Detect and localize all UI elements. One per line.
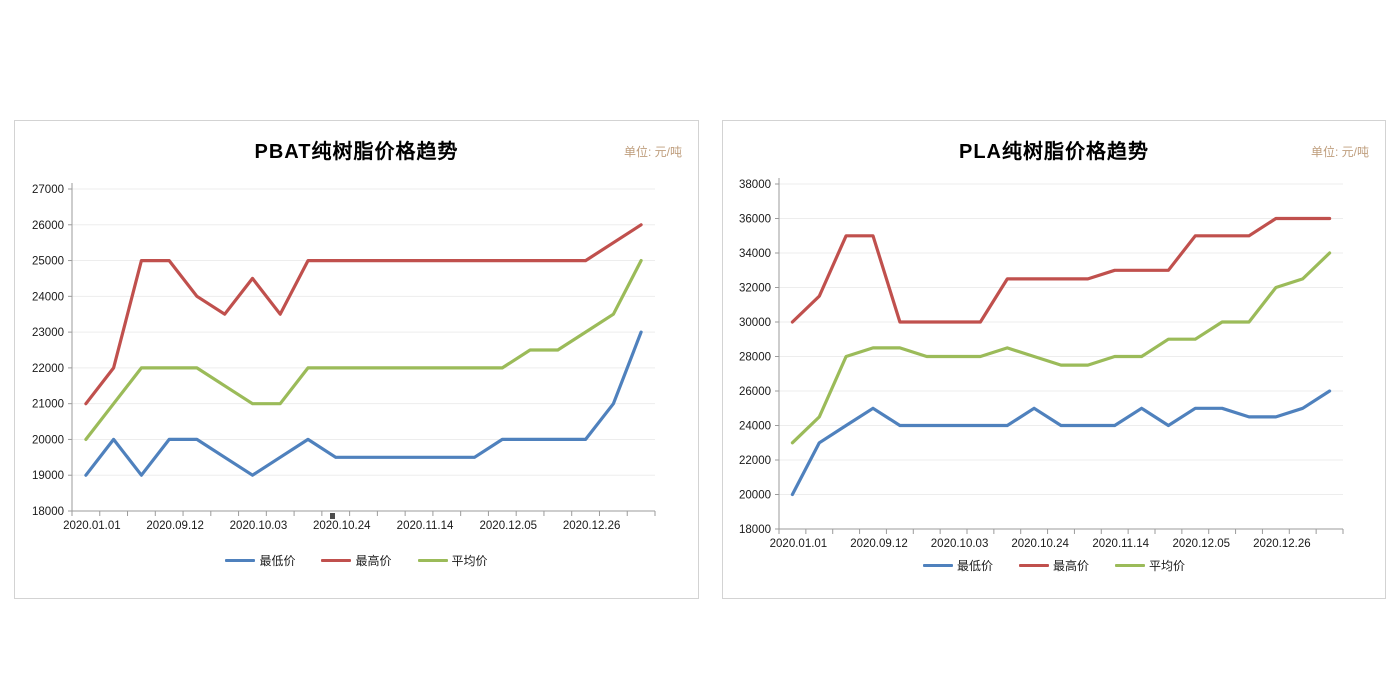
legend-label: 最高价 [1052, 559, 1089, 573]
svg-text:22000: 22000 [739, 455, 771, 467]
svg-text:38000: 38000 [739, 179, 771, 191]
legend-label: 平均价 [451, 554, 488, 568]
legend-item-highest: 最高价 [1018, 557, 1089, 574]
legend-item-average: 平均价 [417, 552, 488, 569]
svg-text:2020.11.14: 2020.11.14 [1092, 538, 1149, 550]
chart-title: PBAT纯树脂价格趋势 [254, 141, 459, 163]
chart-panel-pla: PLA纯树脂价格趋势 单位: 元/吨 18000 20000 22000 24000 2… [722, 120, 1386, 599]
svg-text:2020.10.24: 2020.10.24 [1011, 538, 1069, 550]
svg-text:20000: 20000 [32, 434, 64, 446]
svg-text:26000: 26000 [32, 220, 64, 232]
svg-text:30000: 30000 [739, 317, 771, 329]
chart-legend: 最低价 最高价 平均价 [15, 552, 698, 569]
legend-item-average: 平均价 [1115, 557, 1185, 574]
line-swatch-icon [1018, 564, 1049, 567]
svg-text:18000: 18000 [32, 506, 64, 518]
svg-text:32000: 32000 [739, 283, 771, 295]
unit-label: 单位: 元/吨 [1310, 145, 1369, 159]
svg-text:2020.11.14: 2020.11.14 [397, 520, 454, 532]
svg-text:21000: 21000 [32, 399, 64, 411]
line-swatch-icon [922, 564, 953, 567]
svg-text:28000: 28000 [739, 352, 771, 364]
svg-text:19000: 19000 [32, 470, 64, 482]
legend-label: 最低价 [956, 559, 993, 573]
legend-label: 平均价 [1149, 559, 1186, 573]
svg-text:2020.12.05: 2020.12.05 [480, 520, 538, 532]
chart-title: PLA纯树脂价格趋势 [959, 141, 1149, 163]
svg-text:2020.10.03: 2020.10.03 [230, 520, 288, 532]
svg-text:23000: 23000 [32, 327, 64, 339]
pbat-price-line-chart: 18000 19000 20000 21000 22000 23000 24000 25000… [32, 183, 656, 532]
svg-text:2020.09.12: 2020.09.12 [146, 520, 204, 532]
legend-label: 最低价 [259, 554, 296, 568]
svg-text:27000: 27000 [32, 184, 64, 196]
chart-legend: 最低价 最高价 平均价 [723, 557, 1385, 574]
line-swatch-icon [225, 559, 256, 562]
legend-item-lowest: 最低价 [225, 552, 295, 569]
line-swatch-icon [1115, 564, 1145, 567]
svg-text:34000: 34000 [739, 248, 771, 260]
chart-panel-pbat: PBAT纯树脂价格趋势 单位: 元/吨 18000 19000 20000 21000… [14, 120, 699, 599]
line-swatch-icon [321, 559, 352, 562]
pla-price-line-chart: 18000 20000 22000 24000 26000 28000 30000 32000… [739, 178, 1344, 550]
svg-text:36000: 36000 [739, 214, 771, 226]
svg-text:20000: 20000 [739, 490, 771, 502]
svg-text:18000: 18000 [739, 524, 771, 536]
svg-text:2020.01.01: 2020.01.01 [63, 520, 121, 532]
axis-artifact [330, 513, 335, 519]
svg-text:2020.12.26: 2020.12.26 [1253, 538, 1311, 550]
svg-text:24000: 24000 [32, 291, 64, 303]
svg-text:2020.01.01: 2020.01.01 [770, 538, 828, 550]
svg-text:2020.12.05: 2020.12.05 [1173, 538, 1231, 550]
svg-text:24000: 24000 [739, 421, 771, 433]
svg-text:2020.09.12: 2020.09.12 [850, 538, 908, 550]
unit-label: 单位: 元/吨 [623, 145, 682, 159]
svg-text:2020.12.26: 2020.12.26 [563, 520, 621, 532]
svg-text:2020.10.03: 2020.10.03 [931, 538, 989, 550]
legend-label: 最高价 [355, 554, 392, 568]
svg-text:22000: 22000 [32, 363, 64, 375]
svg-text:2020.10.24: 2020.10.24 [313, 520, 371, 532]
legend-item-lowest: 最低价 [922, 557, 993, 574]
svg-text:26000: 26000 [739, 386, 771, 398]
svg-text:25000: 25000 [32, 256, 64, 268]
line-swatch-icon [417, 559, 448, 562]
legend-item-highest: 最高价 [321, 552, 392, 569]
